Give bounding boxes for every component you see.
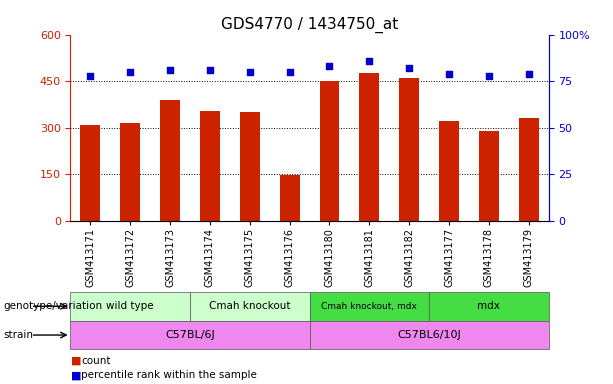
Bar [429,292,549,321]
Text: C57BL6/10J: C57BL6/10J [397,330,461,340]
Point [86,73,96,79]
Text: Cmah knockout, mdx: Cmah knockout, mdx [321,302,417,311]
Title: GDS4770 / 1434750_at: GDS4770 / 1434750_at [221,17,398,33]
Bar [310,321,549,349]
Bar [280,175,300,221]
Text: ■: ■ [70,370,81,380]
Point [405,65,414,71]
Bar [70,321,310,349]
Point [484,73,494,79]
Point [325,63,335,69]
Bar [319,81,340,221]
Point [205,67,215,73]
Text: percentile rank within the sample: percentile rank within the sample [81,370,257,380]
Text: Cmah knockout: Cmah knockout [209,301,291,311]
Bar [70,292,190,321]
Bar [240,112,260,221]
Bar [120,123,140,221]
Point [245,69,255,75]
Bar [190,292,310,321]
Text: count: count [81,356,110,366]
Text: mdx: mdx [478,301,500,311]
Bar [200,111,220,221]
Bar [359,73,379,221]
Text: genotype/variation: genotype/variation [3,301,102,311]
Point [364,58,374,64]
Point [444,71,454,77]
Text: ■: ■ [70,356,81,366]
Text: strain: strain [3,330,33,340]
Bar [519,118,539,221]
Bar [160,100,180,221]
Bar [310,292,429,321]
Bar [80,124,101,221]
Text: C57BL/6J: C57BL/6J [165,330,215,340]
Text: wild type: wild type [107,301,154,311]
Point [524,71,533,77]
Bar [399,78,419,221]
Point [125,69,135,75]
Point [284,69,294,75]
Bar [479,131,499,221]
Point [166,67,175,73]
Bar [439,121,459,221]
